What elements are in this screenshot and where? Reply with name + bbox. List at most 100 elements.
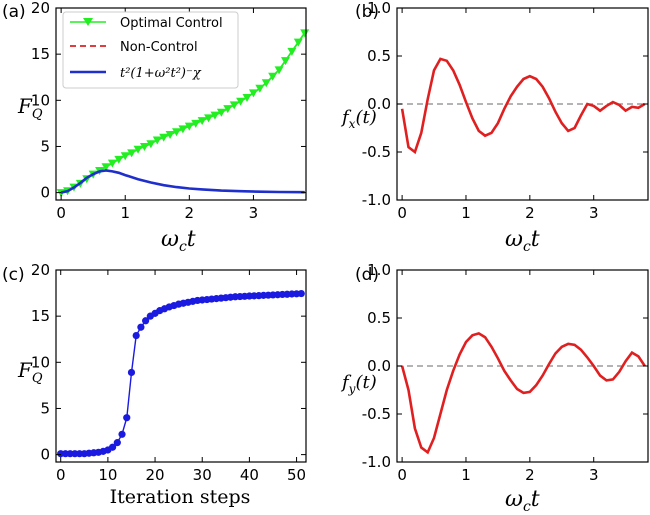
xtick-label-c-0: 0: [56, 466, 66, 484]
xlabel-b-main: ω: [505, 227, 523, 252]
ylabel-c-main: F: [17, 358, 33, 382]
marker-a-37: [293, 38, 303, 47]
ylabel-a-main: F: [17, 94, 33, 118]
ylabel-b-tail: (t): [355, 107, 376, 128]
marker-a-33: [268, 72, 278, 81]
ylabel-d: fy(t): [340, 372, 377, 396]
axes-frame-c: [55, 269, 307, 463]
marker-a-18: [172, 128, 182, 137]
ytick-label-a-2: 10: [31, 91, 50, 109]
legend-a-frame: [62, 11, 239, 89]
marker-a-12: [133, 145, 143, 154]
marker-a-15: [152, 136, 162, 145]
marker-a-16: [159, 133, 169, 142]
marker-a-27: [229, 101, 239, 110]
xtick-label-a-1: 1: [120, 204, 130, 222]
ytick-label-b-2: 0.0: [367, 95, 391, 113]
xlabel-b-sub: c: [523, 239, 531, 255]
xlabel-a-sub: c: [179, 239, 187, 255]
ytick-label-a-3: 15: [31, 45, 50, 63]
marker-c-17: [137, 323, 145, 331]
panel-label-b: (b): [355, 2, 379, 22]
marker-a-26: [223, 105, 233, 114]
marker-a-28: [236, 97, 246, 106]
marker-a-8: [107, 159, 117, 168]
marker-a-21: [191, 119, 201, 128]
series-c-0: [60, 292, 302, 455]
ylabel-b-sub: x: [349, 117, 356, 131]
ytick-label-c-3: 15: [31, 307, 50, 325]
panel-b: (b) 0 1 2 3 -1.0 -0.5 0.0 0.5 1.0 fx(t) ωct: [340, 0, 649, 255]
legend-a-label-optimal: Optimal Control: [120, 16, 223, 31]
panel-label-a: (a): [2, 2, 26, 22]
ytick-label-d-3: 0.5: [367, 309, 391, 327]
ytick-label-c-2: 10: [31, 353, 50, 371]
xtick-label-d-3: 3: [589, 466, 599, 484]
marker-a-19: [178, 125, 188, 134]
xtick-label-d-0: 0: [397, 466, 407, 484]
marker-a-20: [184, 122, 194, 131]
xlabel-a-tail: t: [187, 227, 196, 252]
ytick-label-a-0: 0: [40, 184, 50, 202]
xtick-label-b-3: 3: [589, 204, 599, 222]
marker-a-13: [139, 142, 149, 151]
ytick-label-a-4: 20: [31, 0, 50, 17]
plot-area-a: 0 1 2 3 0 5 10 15 20: [31, 0, 310, 222]
ytick-label-c-0: 0: [40, 446, 50, 464]
marker-a-36: [287, 47, 297, 56]
marker-a-32: [261, 79, 271, 88]
marker-a-9: [114, 155, 124, 164]
xlabel-d-sub: c: [523, 499, 531, 515]
xtick-label-c-5: 50: [287, 466, 306, 484]
ytick-label-b-1: -0.5: [362, 143, 391, 161]
xtick-label-c-4: 40: [240, 466, 259, 484]
xtick-label-d-2: 2: [525, 466, 535, 484]
marker-c-11: [109, 443, 117, 451]
marker-a-30: [248, 89, 258, 98]
ytick-label-d-1: -0.5: [362, 405, 391, 423]
xlabel-d: ωct: [505, 487, 540, 515]
marker-a-14: [146, 140, 156, 149]
xtick-label-b-2: 2: [525, 204, 535, 222]
marker-c-14: [123, 414, 131, 422]
xlabel-a-main: ω: [161, 227, 179, 252]
marker-a-29: [242, 94, 252, 103]
panel-d: (d) 0 1 2 3 -1.0 -0.5 0.0 0.5 1.0 fy(t) ωct: [340, 261, 649, 515]
xlabel-a: ωct: [161, 227, 196, 255]
marker-c-13: [118, 430, 126, 438]
xtick-label-d-1: 1: [461, 466, 471, 484]
ytick-label-d-0: -1.0: [362, 453, 391, 471]
ytick-label-c-1: 5: [40, 399, 50, 417]
marker-c-18: [142, 317, 150, 325]
legend-a-marker-optimal: [83, 18, 93, 26]
panel-a: (a) 0 1 2 3 0 5 10 15 20 FQ ωct Optimal Control …: [2, 0, 310, 255]
panel-label-c: (c): [2, 265, 25, 285]
ytick-label-b-4: 1.0: [367, 0, 391, 17]
marker-a-35: [280, 57, 290, 66]
marker-c-51: [297, 289, 305, 298]
marker-c-12: [113, 439, 121, 447]
ytick-label-a-1: 5: [40, 137, 50, 155]
xlabel-d-main: ω: [505, 487, 523, 512]
marker-a-25: [216, 108, 226, 117]
marker-a-10: [120, 152, 130, 161]
marker-a-22: [197, 117, 207, 126]
series-a-2: [60, 169, 305, 194]
marker-a-23: [204, 114, 214, 123]
xlabel-b-tail: t: [531, 227, 540, 252]
series-d-0: [400, 331, 646, 455]
ylabel-d-tail: (t): [355, 372, 376, 393]
xlabel-b: ωct: [505, 227, 540, 255]
panel-label-d: (d): [355, 265, 379, 285]
xtick-label-a-0: 0: [56, 204, 66, 222]
marker-a-11: [127, 149, 137, 158]
legend-a-label-fit: t²(1+ω²t²)⁻χ: [120, 66, 202, 81]
plot-area-b: 0 1 2 3 -1.0 -0.5 0.0 0.5 1.0: [362, 0, 649, 222]
ylabel-c: FQ: [17, 358, 43, 386]
marker-c-15: [127, 368, 136, 377]
series-a-1: [60, 169, 305, 194]
marker-a-7: [101, 163, 111, 172]
ytick-label-b-3: 0.5: [367, 47, 391, 65]
xtick-label-c-3: 30: [193, 466, 212, 484]
